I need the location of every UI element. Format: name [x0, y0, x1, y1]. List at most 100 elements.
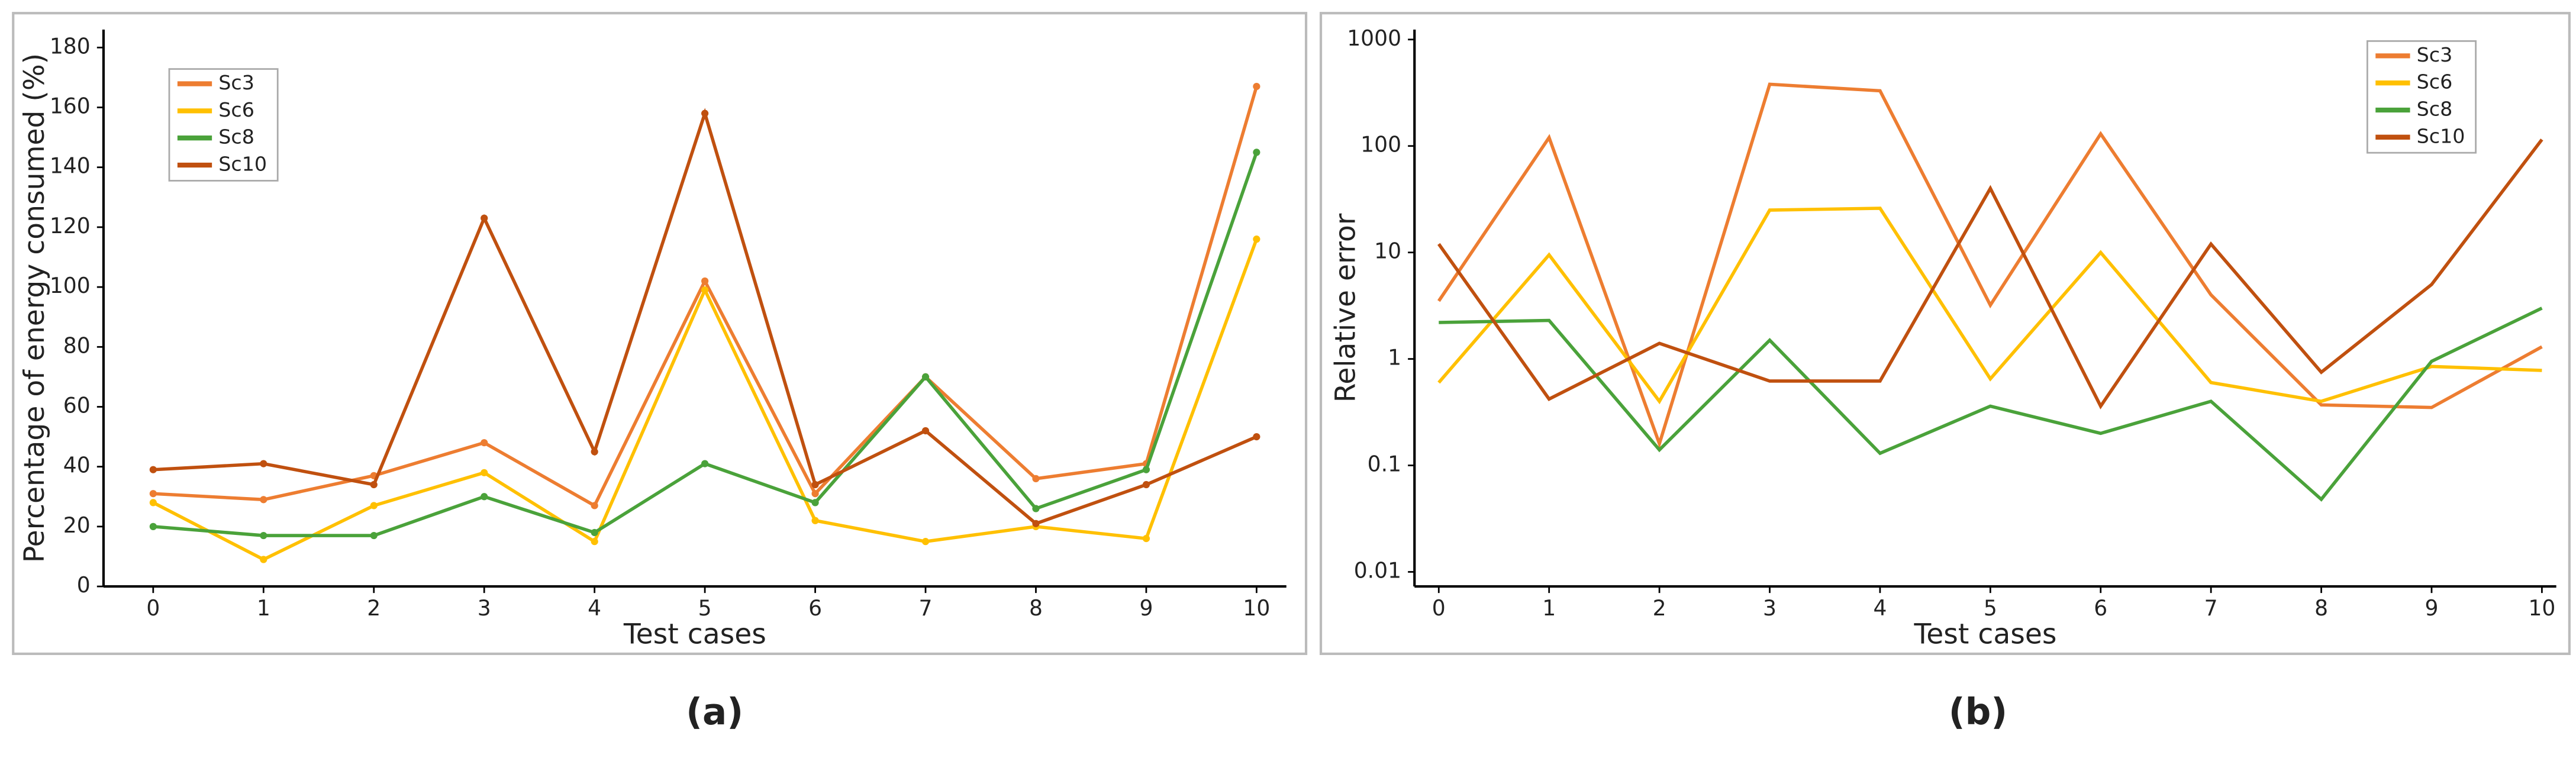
legend-box [2367, 40, 2477, 154]
x-tick-label: 10 [2528, 596, 2555, 621]
point [481, 469, 488, 476]
x-tick-label: 7 [2204, 596, 2218, 621]
y-tick-label: 100 [50, 273, 91, 298]
point [1142, 535, 1150, 543]
x-tick-label: 3 [478, 596, 491, 621]
point [1032, 475, 1040, 483]
x-tick-label: 2 [1653, 596, 1666, 621]
y-tick-label: 80 [63, 333, 91, 358]
x-axis-title: Test cases [1913, 618, 2056, 650]
point [370, 531, 378, 540]
legend-label: Sc10 [218, 152, 267, 175]
point [481, 493, 488, 501]
legend-label: Sc8 [2417, 97, 2453, 120]
y-tick-label: 40 [63, 453, 91, 478]
point [260, 556, 267, 563]
legend-label: Sc3 [2417, 43, 2453, 66]
x-tick-label: 7 [919, 596, 933, 621]
x-tick-label: 4 [1873, 596, 1887, 621]
y-tick-label: 100 [1360, 133, 1401, 157]
point [921, 373, 930, 380]
x-tick-label: 4 [588, 596, 601, 621]
point [1142, 480, 1150, 489]
point [701, 286, 709, 294]
legend-label: Sc3 [218, 71, 254, 94]
point [370, 480, 378, 489]
point [1032, 520, 1040, 527]
point [921, 538, 930, 546]
point [811, 517, 819, 524]
y-tick-label: 180 [50, 34, 91, 59]
x-tick-label: 6 [808, 596, 822, 621]
point [591, 502, 598, 509]
point [149, 466, 157, 473]
point [701, 109, 709, 117]
y-tick-label: 0.1 [1368, 452, 1401, 477]
x-tick-label: 8 [1029, 596, 1043, 621]
point [149, 522, 157, 530]
legend-label: Sc8 [218, 125, 254, 149]
point [1032, 505, 1040, 512]
x-tick-label: 0 [146, 596, 160, 621]
y-tick-label: 1 [1388, 346, 1401, 370]
point [260, 496, 267, 504]
point [481, 439, 488, 447]
x-tick-label: 8 [2314, 596, 2328, 621]
y-tick-label: 0 [77, 573, 91, 598]
legend-label: Sc6 [2417, 70, 2453, 93]
y-tick-label: 120 [50, 214, 91, 238]
panel-frame [12, 12, 1308, 655]
point [811, 490, 819, 498]
x-tick-label: 2 [367, 596, 381, 621]
point [260, 460, 267, 467]
x-tick-label: 6 [2094, 596, 2107, 621]
y-axis-title: Percentage of energy consumed (%) [18, 53, 51, 563]
legend-box [168, 68, 279, 182]
legend-label: Sc6 [218, 98, 254, 121]
y-tick-label: 10 [1374, 239, 1401, 264]
point [591, 528, 598, 537]
series-line [1437, 138, 2543, 409]
series-line [1439, 307, 2543, 502]
series-line [1437, 207, 2542, 405]
x-tick-label: 3 [1763, 596, 1777, 621]
point [370, 502, 378, 509]
point [1142, 466, 1150, 473]
series-line [153, 151, 1259, 537]
point [701, 460, 709, 467]
x-tick-label: 0 [1432, 596, 1446, 621]
y-axis-title: Relative error [1329, 213, 1362, 402]
x-tick-label: 10 [1243, 596, 1270, 621]
series-line [153, 86, 1259, 508]
point [811, 480, 819, 489]
panel-frame [1319, 12, 2571, 655]
y-tick-label: 160 [50, 94, 91, 119]
point [1253, 236, 1260, 243]
y-tick-label: 140 [50, 154, 91, 179]
point [591, 448, 598, 456]
y-tick-label: 1000 [1347, 26, 1401, 51]
point [260, 531, 267, 540]
point [1253, 82, 1260, 91]
caption: (b) [1949, 691, 2008, 733]
point [591, 538, 598, 546]
point [701, 277, 709, 285]
x-tick-label: 5 [1984, 596, 1997, 621]
x-tick-label: 9 [1139, 596, 1153, 621]
y-tick-label: 0.01 [1354, 558, 1401, 583]
point [1253, 433, 1260, 441]
y-tick-label: 60 [63, 393, 91, 418]
legend-label: Sc10 [2417, 124, 2465, 147]
x-tick-label: 1 [257, 596, 270, 621]
caption: (a) [686, 691, 743, 733]
x-tick-label: 5 [698, 596, 712, 621]
point [149, 499, 157, 507]
y-tick-label: 20 [63, 513, 91, 538]
point [811, 499, 819, 507]
x-tick-label: 1 [1542, 596, 1556, 621]
point [149, 490, 157, 498]
point [481, 214, 488, 222]
point [1253, 149, 1260, 156]
